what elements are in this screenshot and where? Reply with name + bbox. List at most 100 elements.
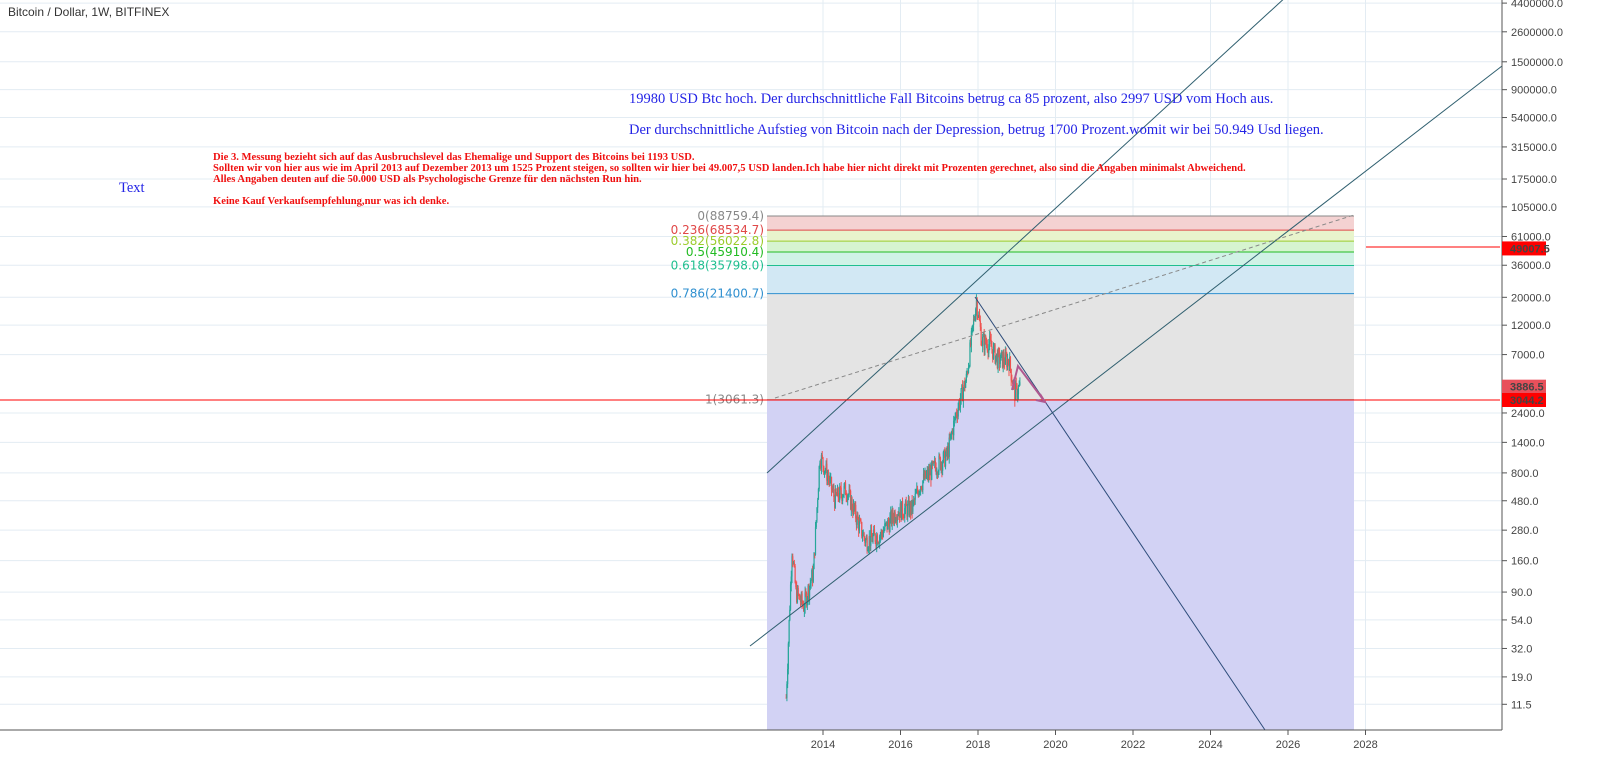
candle bbox=[976, 299, 978, 317]
y-tick-label: 90.0 bbox=[1511, 587, 1532, 599]
y-tick-label: 800.0 bbox=[1511, 468, 1539, 480]
candle bbox=[883, 529, 885, 532]
candle bbox=[1018, 384, 1020, 387]
candle bbox=[841, 494, 843, 501]
candle bbox=[876, 535, 879, 545]
fib-trend-line[interactable] bbox=[774, 214, 1355, 399]
trend-line-down[interactable] bbox=[974, 296, 1266, 731]
candle bbox=[1012, 381, 1014, 385]
candle bbox=[911, 500, 913, 512]
candle bbox=[852, 503, 855, 514]
annotation-text[interactable]: Text bbox=[119, 180, 145, 196]
y-tick-label: 11.5 bbox=[1511, 699, 1532, 711]
candle bbox=[861, 522, 863, 537]
candle bbox=[815, 520, 817, 528]
candle bbox=[982, 334, 985, 337]
candle bbox=[959, 401, 961, 408]
candle bbox=[795, 582, 797, 588]
candle bbox=[975, 299, 978, 309]
candle bbox=[855, 518, 858, 525]
candle bbox=[818, 466, 820, 489]
candle bbox=[953, 420, 955, 436]
candle bbox=[875, 541, 877, 546]
candle bbox=[947, 447, 949, 456]
fib-level-label: 0.382(56022.8) bbox=[671, 234, 764, 248]
candle bbox=[853, 503, 855, 510]
candle bbox=[834, 497, 836, 508]
y-tick-label: 480.0 bbox=[1511, 496, 1539, 508]
fib-zone bbox=[767, 241, 1354, 252]
annotation-rise[interactable]: Der durchschnittliche Aufstieg von Bitco… bbox=[629, 122, 1324, 138]
candle bbox=[849, 489, 851, 491]
candle bbox=[987, 350, 989, 354]
candle bbox=[919, 490, 921, 492]
candle bbox=[880, 531, 882, 536]
candle bbox=[884, 523, 887, 525]
candle bbox=[830, 477, 832, 479]
candle bbox=[903, 517, 905, 519]
candle bbox=[850, 490, 852, 510]
candle bbox=[960, 388, 962, 399]
candle bbox=[909, 503, 911, 516]
candle bbox=[864, 537, 866, 543]
candle bbox=[1019, 382, 1021, 385]
candle bbox=[970, 342, 972, 346]
y-tick-label: 1500000.0 bbox=[1511, 57, 1563, 69]
candle bbox=[822, 457, 824, 466]
candle bbox=[914, 493, 916, 500]
candle bbox=[921, 489, 923, 491]
x-tick-label: 2026 bbox=[1276, 739, 1300, 751]
annotation-analysis[interactable]: Die 3. Messung bezieht sich auf das Ausb… bbox=[213, 152, 1246, 207]
candle bbox=[1005, 352, 1007, 356]
candle bbox=[951, 430, 953, 434]
candle bbox=[974, 319, 976, 321]
candle bbox=[857, 514, 859, 520]
y-tick-label: 900000.0 bbox=[1511, 85, 1557, 97]
candle bbox=[901, 501, 904, 516]
candle bbox=[809, 583, 811, 587]
annotation-high[interactable]: 19980 USD Btc hoch. Der durchschnittlich… bbox=[629, 91, 1274, 107]
candle bbox=[896, 515, 898, 522]
y-tick-label: 20000.0 bbox=[1511, 292, 1551, 304]
candle bbox=[836, 487, 839, 497]
channel-upper-line[interactable] bbox=[766, 0, 1288, 474]
candle bbox=[941, 462, 943, 471]
candle bbox=[860, 520, 862, 523]
candle bbox=[874, 533, 876, 542]
candle bbox=[817, 488, 820, 500]
candle bbox=[944, 455, 947, 467]
candle bbox=[899, 503, 901, 518]
y-tick-label: 2400.0 bbox=[1511, 408, 1545, 420]
candle bbox=[943, 449, 945, 453]
candle bbox=[877, 542, 879, 545]
x-tick-label: 2016 bbox=[888, 739, 912, 751]
candle bbox=[910, 503, 912, 514]
candle bbox=[882, 533, 884, 537]
y-tick-label: 175000.0 bbox=[1511, 174, 1557, 186]
candle bbox=[989, 336, 991, 340]
candle bbox=[910, 500, 912, 514]
arrow-path[interactable] bbox=[1011, 363, 1046, 403]
candle bbox=[847, 494, 850, 496]
candle bbox=[785, 697, 787, 699]
candle bbox=[1009, 357, 1012, 370]
candle bbox=[900, 503, 902, 521]
candle bbox=[803, 605, 805, 612]
channel-lower-line[interactable] bbox=[749, 65, 1503, 647]
candle bbox=[836, 494, 838, 497]
candle bbox=[953, 417, 956, 421]
candle bbox=[879, 535, 881, 537]
candle bbox=[1017, 394, 1019, 398]
candle bbox=[792, 562, 795, 564]
candle bbox=[918, 491, 920, 497]
candle bbox=[885, 521, 887, 524]
candle bbox=[983, 334, 985, 350]
candle bbox=[907, 504, 909, 517]
candle bbox=[833, 488, 835, 498]
candle bbox=[989, 336, 991, 345]
candle bbox=[808, 586, 811, 598]
candle bbox=[1007, 359, 1009, 363]
candle bbox=[802, 603, 804, 606]
price-badge bbox=[1502, 241, 1546, 256]
